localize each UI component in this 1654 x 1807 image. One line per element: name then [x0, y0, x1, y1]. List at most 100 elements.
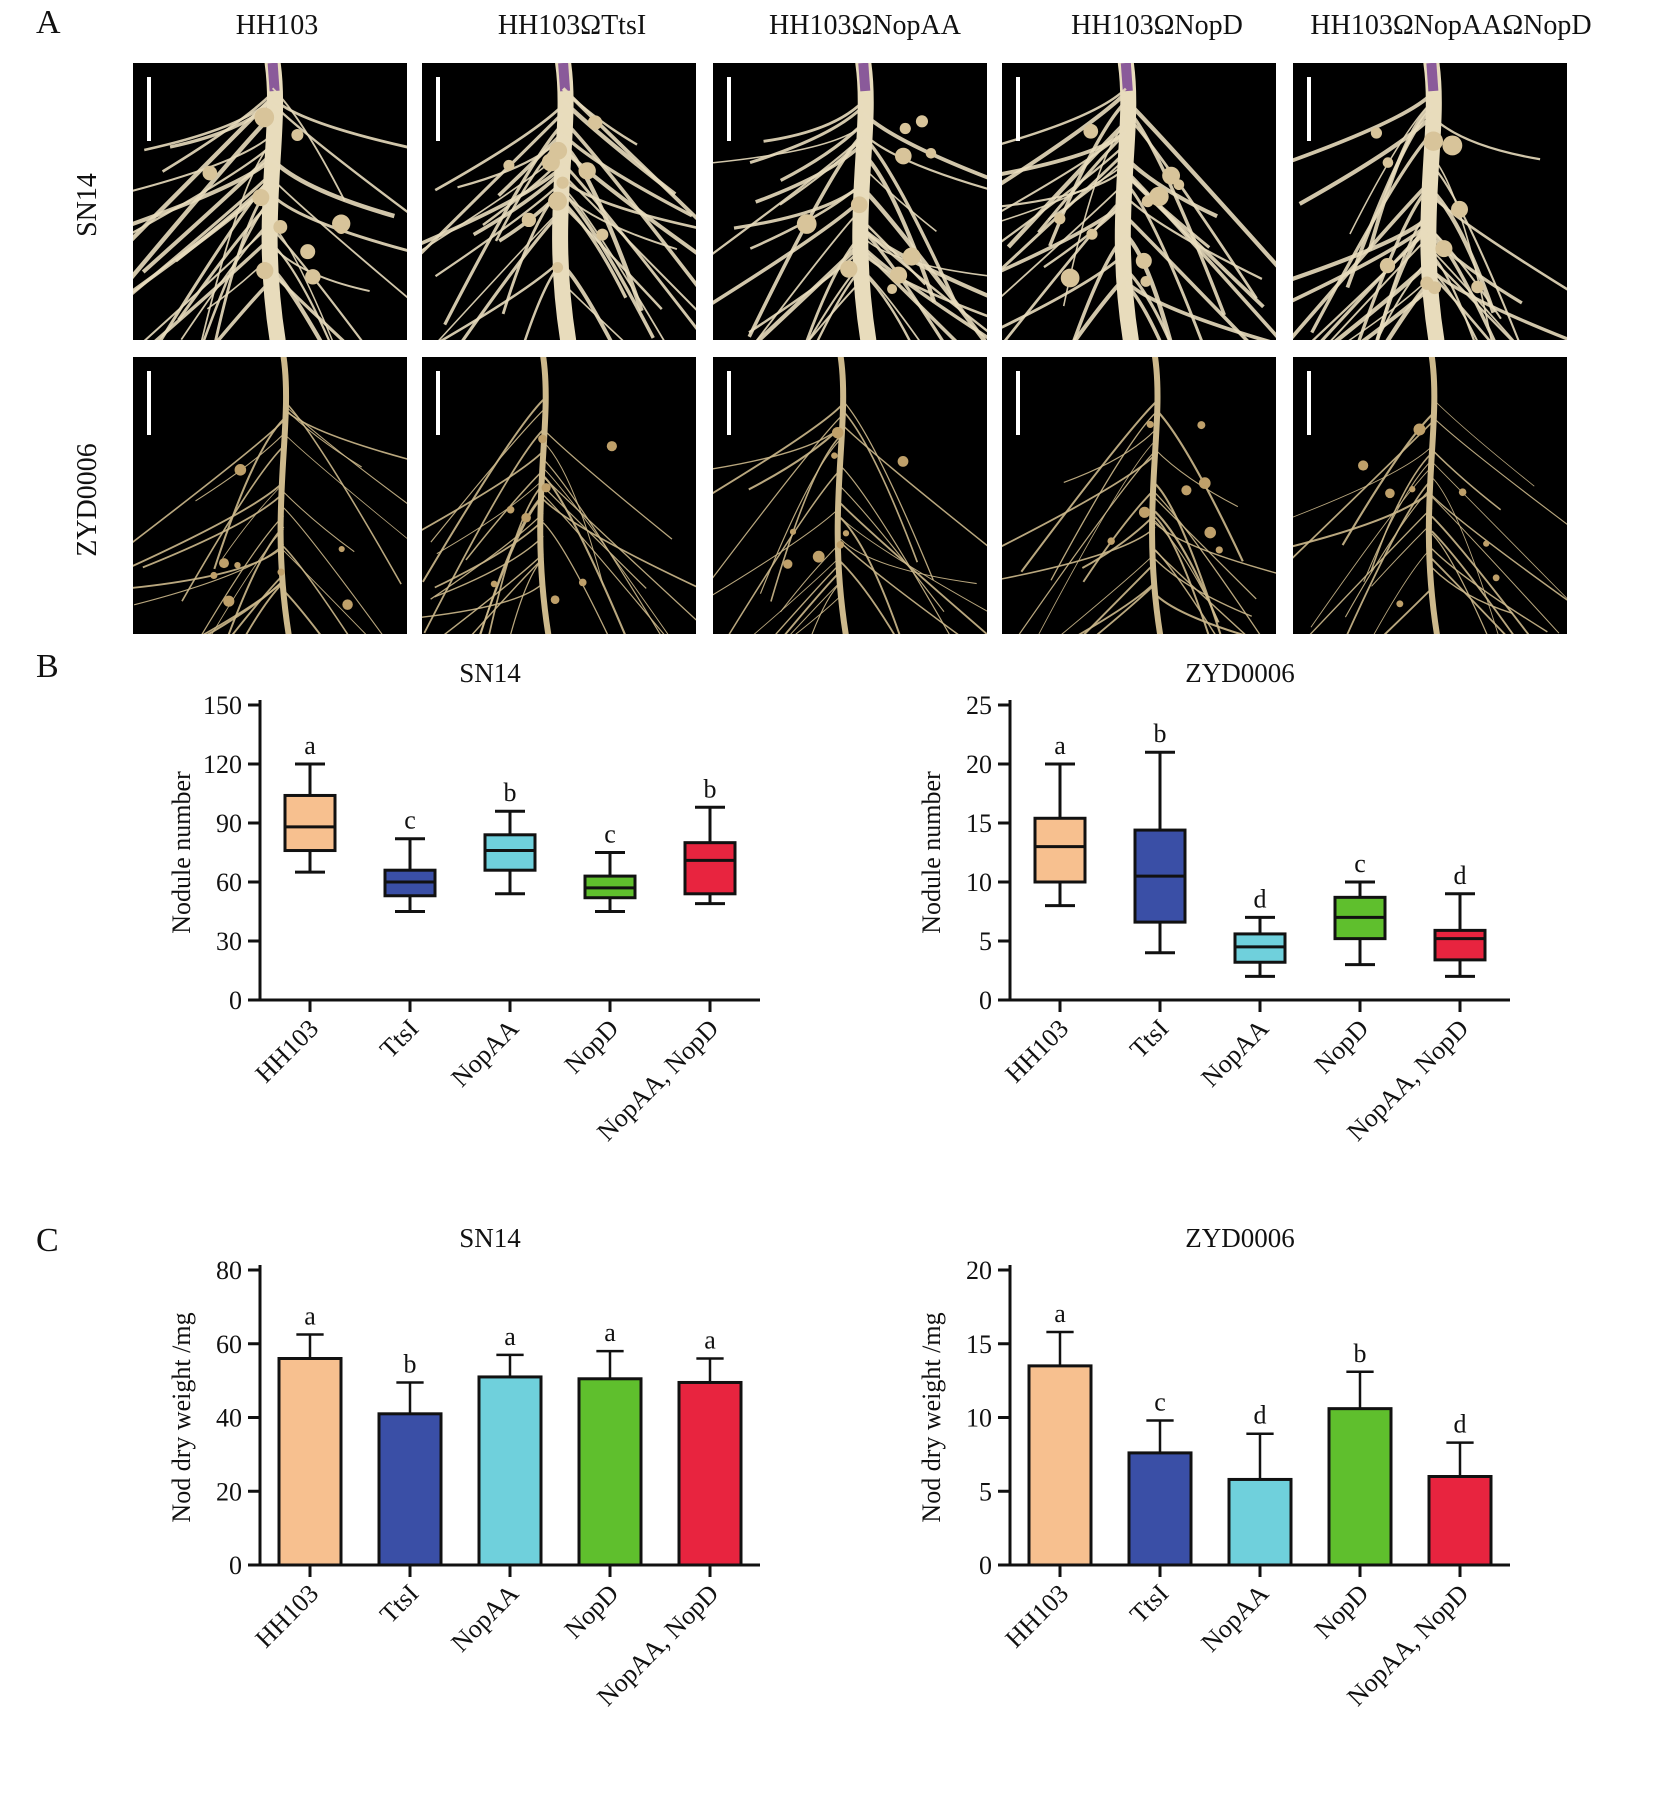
box-hh103	[1033, 762, 1087, 908]
lateral-root	[749, 105, 865, 165]
nodule	[556, 176, 569, 189]
nodule	[1086, 228, 1098, 240]
box-nopaa-nopd	[1433, 892, 1487, 978]
lateral-root	[1124, 156, 1218, 219]
lateral-root	[1002, 87, 1127, 145]
y-tick-label: 0	[229, 1551, 242, 1580]
lateral-root	[1346, 478, 1433, 634]
scale-bar	[1016, 371, 1020, 435]
nodule	[1458, 488, 1467, 496]
nodule	[1370, 127, 1383, 139]
y-tick-label: 0	[229, 986, 242, 1015]
scale-bar	[147, 77, 151, 141]
lateral-root	[753, 555, 842, 634]
lateral-root	[1431, 397, 1535, 487]
lateral-root	[1429, 188, 1496, 314]
nodule	[342, 599, 353, 610]
lateral-root	[206, 253, 274, 310]
y-tick-label: 120	[203, 750, 242, 779]
y-axis-label: Nod dry weight /mg	[917, 1312, 946, 1522]
lateral-root	[1154, 593, 1244, 634]
nodule	[503, 159, 515, 171]
lateral-root	[1072, 275, 1128, 340]
lateral-root	[1002, 161, 1127, 222]
lateral-root	[422, 399, 544, 583]
lateral-root	[422, 450, 544, 531]
lateral-root	[763, 100, 865, 143]
row-label-sn14: SN14	[72, 173, 103, 237]
lateral-root	[1293, 220, 1433, 303]
bar-nopd	[1327, 1407, 1393, 1567]
bar-nopaa	[477, 1375, 543, 1567]
panel-c-letter: C	[36, 1222, 59, 1259]
y-tick-label: 20	[966, 1256, 992, 1285]
nodule	[300, 244, 316, 260]
scale-bar	[147, 371, 151, 435]
root-photo	[1293, 63, 1567, 340]
lateral-root	[562, 282, 624, 340]
y-tick-label: 90	[216, 809, 242, 838]
lateral-root	[434, 104, 565, 192]
lateral-root	[759, 438, 842, 594]
lateral-root	[471, 557, 544, 634]
nodule	[596, 228, 609, 241]
lateral-root	[141, 151, 275, 274]
box-nopd	[583, 851, 637, 913]
lateral-root	[542, 486, 647, 589]
lateral-root	[713, 416, 842, 579]
significance-letter: a	[504, 1322, 516, 1351]
lateral-root	[1430, 228, 1502, 320]
lateral-root	[488, 483, 544, 634]
lateral-root	[1002, 129, 1127, 212]
y-axis-label: Nodule number	[167, 771, 196, 934]
lateral-root	[562, 162, 696, 330]
y-tick-label: 25	[966, 691, 992, 720]
lateral-root	[1154, 522, 1276, 574]
nodule	[1420, 276, 1434, 290]
root-drawing	[1002, 357, 1276, 634]
bar-hh103	[277, 1357, 343, 1567]
lateral-root	[749, 180, 865, 250]
lateral-root	[1050, 412, 1156, 581]
nodule	[902, 247, 921, 266]
lateral-root	[133, 112, 275, 280]
lateral-root	[1293, 179, 1433, 340]
nodule	[1215, 546, 1223, 554]
bar-nopaa-nopd	[677, 1380, 743, 1567]
lateral-root	[840, 465, 950, 634]
lateral-root	[159, 174, 274, 340]
bar-ttsi	[1127, 1451, 1193, 1567]
lateral-root	[562, 186, 665, 340]
nodule	[587, 115, 603, 130]
lateral-root	[283, 491, 355, 553]
significance-letter: c	[604, 820, 616, 849]
lateral-root	[561, 263, 613, 340]
nodule	[1146, 420, 1154, 428]
root-drawing	[133, 63, 407, 340]
lateral-root	[283, 403, 407, 505]
box-iqr	[1033, 816, 1087, 884]
lateral-root	[1293, 446, 1433, 518]
nodule	[202, 165, 218, 181]
box-ttsi	[383, 837, 437, 913]
lateral-root	[775, 562, 842, 634]
lateral-root	[1376, 256, 1433, 340]
nodule	[925, 148, 937, 159]
taproot	[1425, 357, 1440, 634]
lateral-root	[862, 132, 987, 190]
lateral-root	[780, 542, 842, 613]
lateral-root	[1431, 530, 1514, 634]
significance-letter: c	[404, 806, 416, 835]
lateral-root	[840, 517, 901, 634]
lateral-root	[1063, 429, 1156, 483]
nodule	[915, 115, 929, 128]
nodule	[254, 107, 275, 128]
lateral-root	[1124, 182, 1203, 340]
lateral-root	[861, 111, 987, 180]
y-tick-label: 15	[966, 809, 992, 838]
lateral-root	[1431, 558, 1506, 634]
x-tick-label-nopd: NopD	[1309, 1579, 1374, 1644]
lateral-root	[1154, 449, 1239, 508]
lateral-root	[181, 445, 285, 602]
lateral-root	[840, 397, 934, 581]
